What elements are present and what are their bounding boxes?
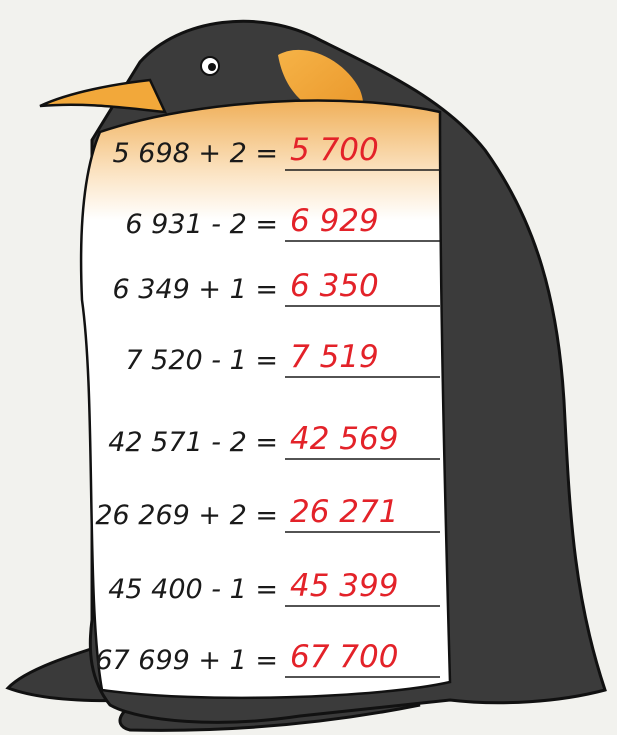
answer: 7 519 (290, 339, 379, 375)
expression: 45 400 - 1 = (108, 574, 278, 605)
penguin-beak (40, 80, 165, 112)
answer: 67 700 (290, 639, 398, 675)
penguin-belly (81, 101, 450, 698)
expression: 67 699 + 1 = (95, 645, 278, 676)
expression: 5 698 + 2 = (113, 138, 278, 169)
answer: 45 399 (290, 568, 398, 604)
answer: 6 350 (290, 268, 379, 304)
worksheet: 5 698 + 2 = 5 700 6 931 - 2 = 6 929 6 349 + … (0, 0, 617, 735)
answer: 6 929 (290, 203, 379, 239)
answer: 42 569 (290, 421, 398, 457)
expression: 42 571 - 2 = (108, 427, 278, 458)
expression: 26 269 + 2 = (95, 500, 278, 531)
answer: 5 700 (290, 132, 379, 168)
penguin-pupil (208, 63, 216, 71)
answer: 26 271 (290, 494, 398, 530)
expression: 7 520 - 1 = (125, 345, 278, 376)
expression: 6 349 + 1 = (113, 274, 278, 305)
expression: 6 931 - 2 = (125, 209, 278, 240)
